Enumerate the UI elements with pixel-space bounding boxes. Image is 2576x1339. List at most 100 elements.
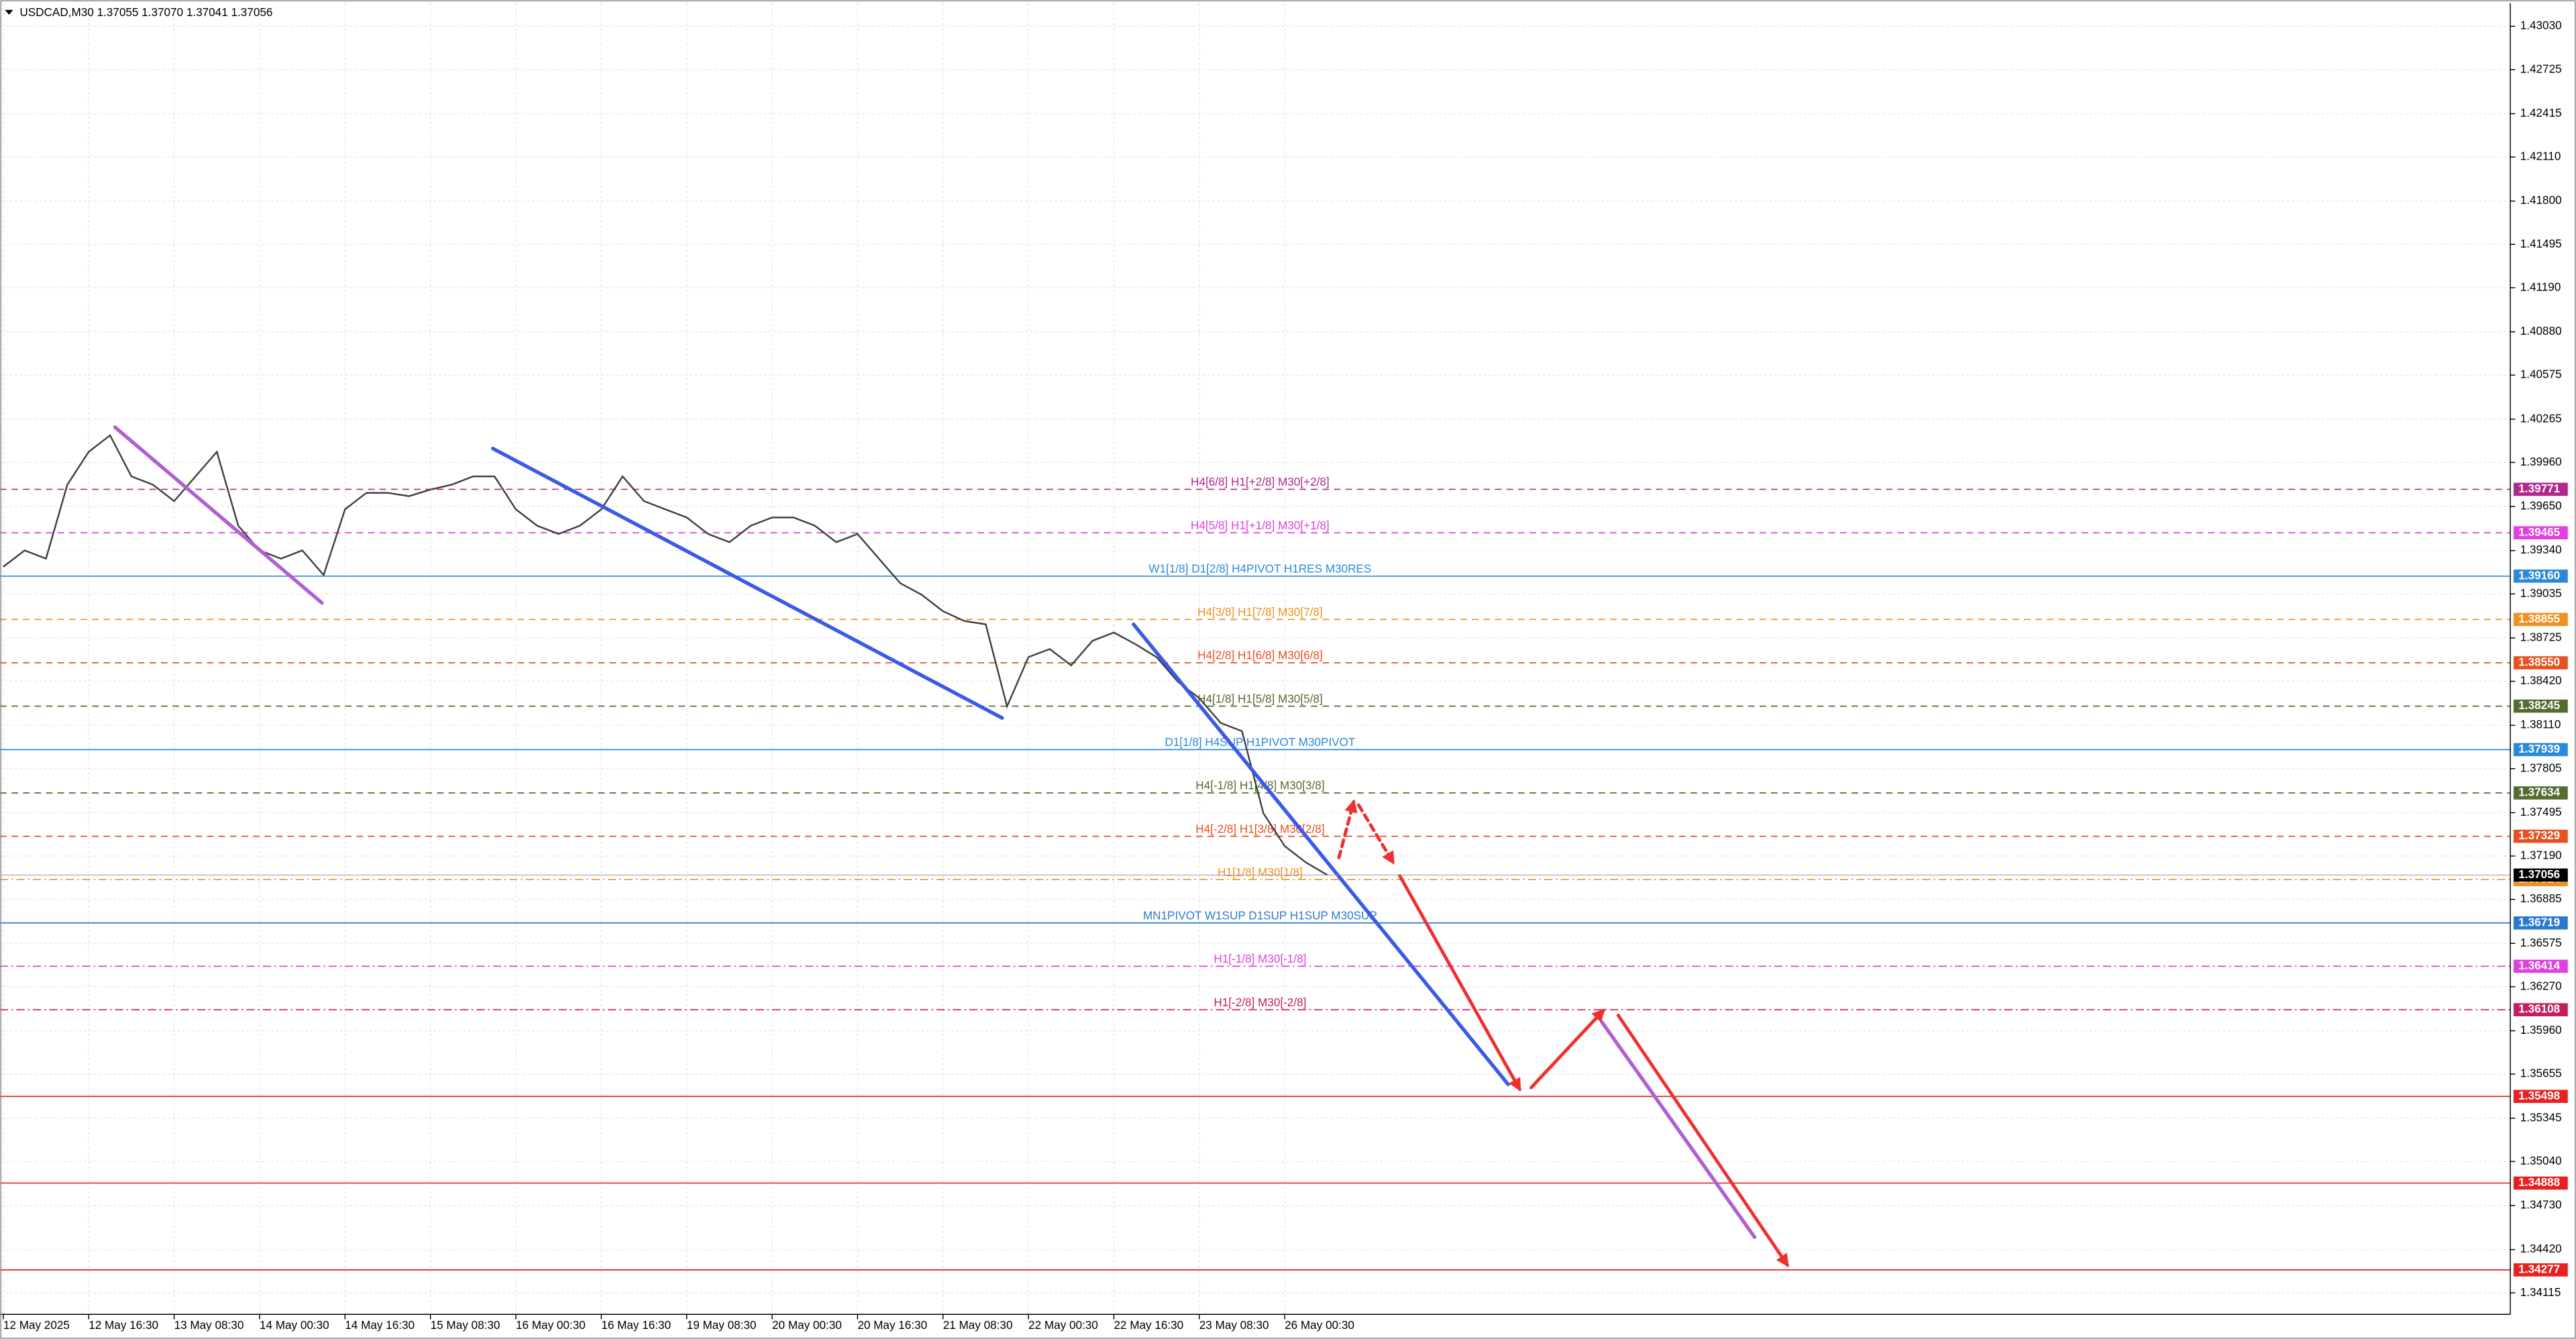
current-price-box	[2513, 868, 2568, 882]
x-tick-label: 20 May 00:30	[772, 1318, 842, 1332]
axis-labels: 1.43030 1.42725 1.42415 1.42110 1.41800 1.414…	[0, 19, 2568, 1332]
y-tick-label: 1.36575	[2520, 936, 2562, 949]
y-tick-label: 1.36270	[2520, 979, 2562, 992]
grid	[0, 3, 2511, 1315]
level-label: D1[1/8] H4SUP H1PIVOT M30PIVOT	[1165, 735, 1355, 749]
series	[3, 434, 1328, 876]
level-label: H4[2/8] H1[6/8] M30[6/8]	[1197, 649, 1323, 662]
price-box	[2513, 829, 2568, 843]
x-tick-label: 12 May 16:30	[89, 1318, 158, 1332]
price-box-label: 1.39465	[2518, 525, 2560, 539]
y-tick-label: 1.37190	[2520, 849, 2562, 862]
x-tick-label: 22 May 16:30	[1114, 1318, 1183, 1332]
y-tick-label: 1.37495	[2520, 805, 2562, 818]
level-label: H1[-1/8] M30[-1/8]	[1214, 952, 1306, 965]
x-tick-label: 13 May 08:30	[174, 1318, 244, 1332]
x-tick-label: 15 May 08:30	[431, 1318, 500, 1332]
y-tick-label: 1.35345	[2520, 1110, 2562, 1124]
y-tick-label: 1.34420	[2520, 1242, 2562, 1255]
price-box	[2513, 612, 2568, 627]
y-tick-label: 1.43030	[2520, 19, 2562, 32]
y-tick-label: 1.39340	[2520, 543, 2562, 556]
trend-line	[491, 446, 1004, 720]
level-label: H1[1/8] M30[1/8]	[1218, 865, 1303, 879]
y-tick-label: 1.38110	[2520, 718, 2561, 731]
y-tick-label: 1.42110	[2520, 150, 2561, 163]
price-box	[2513, 743, 2568, 757]
y-tick-label: 1.38725	[2520, 630, 2562, 643]
y-tick-label: 1.39960	[2520, 455, 2562, 468]
x-tick-label: 21 May 08:30	[943, 1318, 1013, 1332]
y-tick-label: 1.38420	[2520, 674, 2562, 687]
y-tick-label: 1.35655	[2520, 1067, 2562, 1080]
x-tick-label: 16 May 00:30	[516, 1318, 586, 1332]
y-tick-label: 1.36885	[2520, 892, 2562, 905]
price-box	[2513, 482, 2568, 496]
x-tick-label: 16 May 16:30	[601, 1318, 671, 1332]
x-tick-label: 14 May 16:30	[345, 1318, 415, 1332]
level-label: H4[1/8] H1[5/8] M30[5/8]	[1197, 692, 1323, 705]
price-box	[2513, 656, 2568, 670]
x-tick-label: 14 May 00:30	[260, 1318, 329, 1332]
trend-line	[113, 425, 324, 605]
y-tick-label: 1.40880	[2520, 324, 2562, 337]
level-label: H4[3/8] H1[7/8] M30[7/8]	[1197, 605, 1323, 619]
levels: H4[6/8] H1[+2/8] M30[+2/8] H4[5/8] H1[+1/…	[0, 475, 2511, 1271]
price-box-label: 1.38550	[2518, 655, 2560, 669]
level-label: H4[-1/8] H1[4/8] M30[3/8]	[1195, 779, 1324, 792]
arrow	[1529, 1008, 1605, 1089]
y-tick-label: 1.40575	[2520, 368, 2562, 381]
x-tick-label: 22 May 00:30	[1028, 1318, 1098, 1332]
price-box	[2513, 699, 2568, 713]
price-box-label: 1.34277	[2518, 1263, 2560, 1276]
y-tick-label: 1.35040	[2520, 1154, 2562, 1167]
price-box-label: 1.36108	[2518, 1002, 2560, 1016]
price-box	[2513, 786, 2568, 800]
price-box-label: 1.36719	[2518, 915, 2560, 928]
y-tick-label: 1.34115	[2520, 1285, 2561, 1299]
price-box-label: 1.37634	[2518, 786, 2560, 799]
y-tick-label: 1.42725	[2520, 62, 2562, 75]
level-label: H4[5/8] H1[+1/8] M30[+1/8]	[1191, 519, 1330, 532]
price-box	[2513, 959, 2568, 973]
price-box-label: 1.35498	[2518, 1089, 2560, 1102]
arrow	[1337, 799, 1358, 859]
price-box	[2513, 1176, 2568, 1190]
chart-title: USDCAD,M30 1.37055 1.37070 1.37041 1.370…	[19, 5, 272, 19]
y-tick-label: 1.37805	[2520, 761, 2562, 774]
x-tick-label: 19 May 08:30	[687, 1318, 757, 1332]
x-tick-label: 23 May 08:30	[1199, 1318, 1269, 1332]
arrow	[1356, 803, 1395, 865]
price-box-label: 1.37939	[2518, 742, 2560, 755]
y-tick-label: 1.34730	[2520, 1198, 2562, 1212]
drawings	[113, 425, 1789, 1268]
level-label: MN1PIVOT W1SUP D1SUP H1SUP M30SUP	[1143, 909, 1377, 922]
price-box-label: 1.37329	[2518, 828, 2560, 842]
price-box	[2513, 1089, 2568, 1104]
price-box	[2513, 916, 2568, 930]
y-tick-label: 1.39035	[2520, 586, 2562, 600]
y-tick-label: 1.39650	[2520, 499, 2562, 513]
trend-line	[1600, 1020, 1757, 1239]
price-box	[2513, 570, 2568, 583]
price-box-label: 1.36414	[2518, 959, 2560, 972]
x-tick-label: 20 May 16:30	[857, 1318, 927, 1332]
x-tick-label: 26 May 00:30	[1285, 1318, 1354, 1332]
price-box-label: 1.39160	[2518, 568, 2560, 582]
price-line	[3, 434, 1328, 876]
level-label: W1[1/8] D1[2/8] H4PIVOT H1RES M30RES	[1148, 562, 1371, 576]
y-tick-label: 1.41190	[2520, 280, 2561, 293]
level-label: H4[6/8] H1[+2/8] M30[+2/8]	[1191, 475, 1330, 488]
price-box-label: 1.39771	[2518, 482, 2560, 495]
price-box	[2513, 526, 2568, 540]
price-box-label: 1.38855	[2518, 612, 2560, 625]
y-tick-label: 1.35960	[2520, 1023, 2562, 1036]
y-tick-label: 1.42415	[2520, 106, 2562, 119]
x-tick-label: 12 May 2025	[3, 1318, 70, 1332]
arrow	[1398, 873, 1521, 1092]
price-box-label: 1.34888	[2518, 1175, 2560, 1189]
arrow	[1616, 1014, 1789, 1268]
current-price-label: 1.37056	[2518, 867, 2560, 881]
level-label: H4[-2/8] H1[3/8] M30[2/8]	[1195, 822, 1324, 835]
